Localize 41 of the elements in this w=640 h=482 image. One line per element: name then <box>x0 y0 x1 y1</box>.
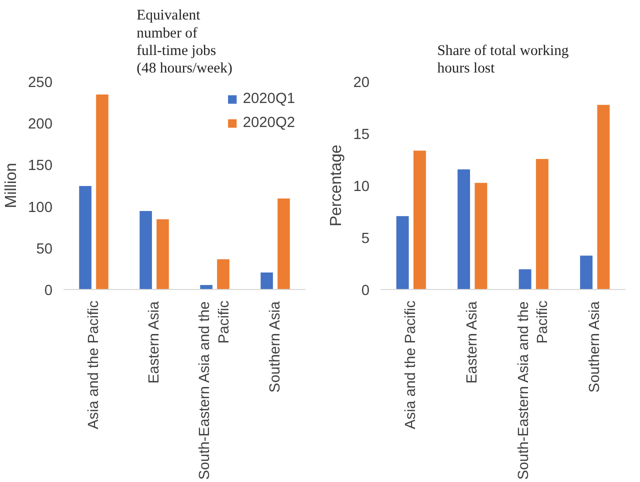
y-tick-label: 200 <box>28 116 53 133</box>
bar <box>216 258 230 290</box>
x-tick-label: Southern Asia <box>586 300 603 393</box>
y-tick-label: 20 <box>353 75 370 91</box>
chart-title: Equivalent number of full-time jobs (48 hours/week) <box>136 8 232 76</box>
bar <box>199 284 214 290</box>
legend-label: 2020Q1 <box>242 91 295 107</box>
x-tick-label: Eastern Asia <box>464 300 480 384</box>
bar <box>395 215 410 290</box>
chart-title: Share of total working hours lost <box>437 42 570 76</box>
y-tick-label: 100 <box>28 200 53 216</box>
x-tick-label: Eastern Asia <box>146 300 162 384</box>
bar <box>95 93 110 290</box>
y-tick-label: 15 <box>353 127 370 143</box>
y-tick-label: 10 <box>353 179 370 195</box>
bar <box>474 182 488 290</box>
bar <box>78 185 92 290</box>
legend-label: 2020Q2 <box>242 115 295 131</box>
bar <box>276 197 291 290</box>
x-tick-label: Asia and the Pacific <box>86 300 102 430</box>
y-axis-title: Percentage <box>328 144 346 226</box>
bar <box>456 168 472 290</box>
y-tick-label: 150 <box>28 158 53 174</box>
y-tick-label: 0 <box>361 283 370 299</box>
x-tick-label: Asia and the Pacific <box>403 300 420 430</box>
bar <box>579 254 594 290</box>
bar <box>156 218 170 290</box>
bar <box>412 150 427 290</box>
x-tick-label: South-Eastern Asia and the Pacific <box>197 300 232 480</box>
bar <box>534 158 550 290</box>
x-tick-label: Southern Asia <box>267 300 284 393</box>
y-tick-label: 0 <box>44 283 53 299</box>
y-tick-label: 50 <box>36 241 53 258</box>
y-tick-label: 5 <box>361 231 370 247</box>
y-axis-title: Million <box>3 162 20 208</box>
bar <box>260 272 274 290</box>
y-tick-label: 250 <box>28 75 53 91</box>
x-tick-label: South-Eastern Asia and the Pacific <box>516 300 552 480</box>
bar <box>518 268 532 290</box>
bar <box>596 104 611 290</box>
bar <box>138 210 153 290</box>
